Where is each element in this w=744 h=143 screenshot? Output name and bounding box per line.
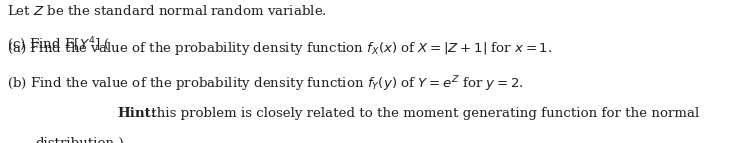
Text: Hint:: Hint: bbox=[118, 107, 156, 120]
Text: distribution.): distribution.) bbox=[35, 137, 124, 143]
Text: this problem is closely related to the moment generating function for the normal: this problem is closely related to the m… bbox=[147, 107, 699, 120]
Text: (c) Find E[$Y^4$] (: (c) Find E[$Y^4$] ( bbox=[7, 36, 111, 53]
Text: (a) Find the value of the probability density function $f_X(x)$ of $X = |Z+1|$ f: (a) Find the value of the probability de… bbox=[7, 40, 553, 57]
Text: (b) Find the value of the probability density function $f_Y(y)$ of $Y = e^Z$ for: (b) Find the value of the probability de… bbox=[7, 74, 524, 94]
Text: Let $Z$ be the standard normal random variable.: Let $Z$ be the standard normal random va… bbox=[7, 4, 327, 18]
